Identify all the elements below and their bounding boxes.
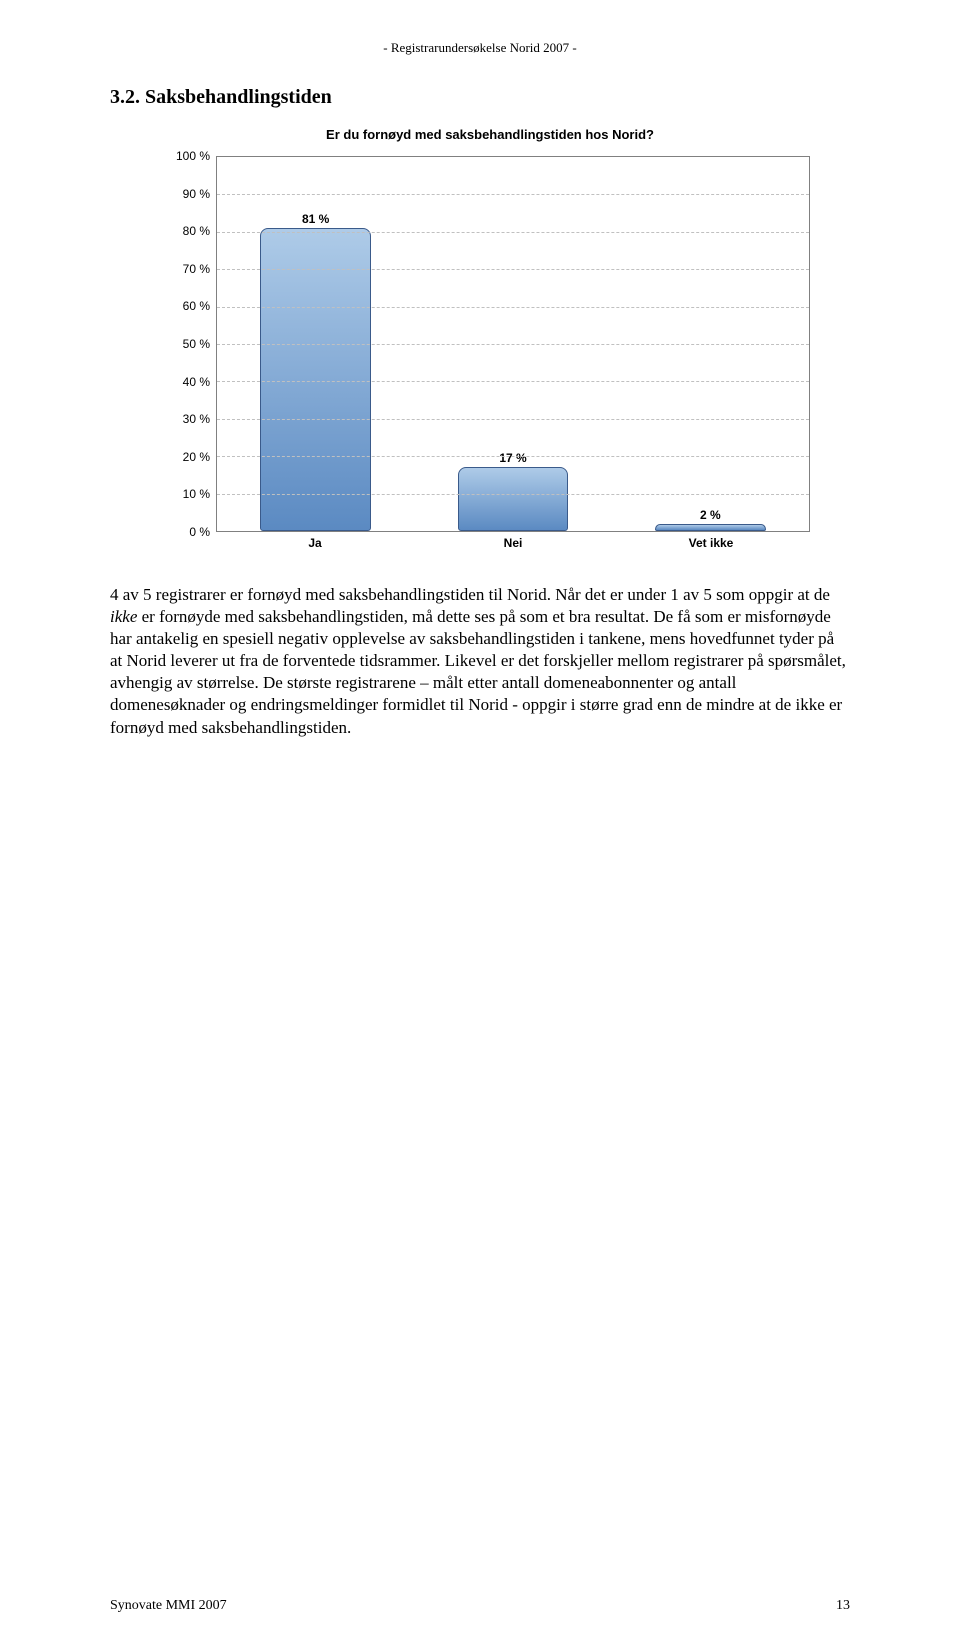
chart-title: Er du fornøyd med saksbehandlingstiden h… — [170, 127, 810, 142]
footer-page-number: 13 — [836, 1598, 850, 1614]
chart: Er du fornøyd med saksbehandlingstiden h… — [170, 127, 810, 556]
x-tick-label: Nei — [414, 532, 612, 556]
bar — [655, 524, 766, 531]
y-tick-label: 0 % — [189, 525, 210, 539]
gridline — [217, 307, 809, 308]
y-tick-label: 20 % — [183, 450, 210, 464]
body-paragraph: 4 av 5 registrarer er fornøyd med saksbe… — [110, 584, 850, 739]
y-tick-label: 70 % — [183, 262, 210, 276]
y-tick-label: 100 % — [176, 149, 210, 163]
gridline — [217, 232, 809, 233]
x-tick-label: Vet ikke — [612, 532, 810, 556]
y-tick-label: 30 % — [183, 412, 210, 426]
gridline — [217, 344, 809, 345]
y-tick-label: 40 % — [183, 375, 210, 389]
x-tick-label: Ja — [216, 532, 414, 556]
y-tick-label: 80 % — [183, 224, 210, 238]
footer-left: Synovate MMI 2007 — [110, 1598, 227, 1614]
y-tick-label: 90 % — [183, 187, 210, 201]
bar — [458, 467, 569, 531]
body-text-italic: ikke — [110, 607, 137, 626]
section-title: 3.2. Saksbehandlingstiden — [110, 86, 850, 109]
gridline — [217, 494, 809, 495]
y-tick-label: 60 % — [183, 299, 210, 313]
gridline — [217, 269, 809, 270]
gridline — [217, 194, 809, 195]
bar-value-label: 17 % — [499, 451, 526, 465]
y-tick-label: 50 % — [183, 337, 210, 351]
gridline — [217, 456, 809, 457]
chart-plot: 0 % 10 % 20 % 30 % 40 % 50 % 60 % 70 % 80 % 90 % 1… — [170, 156, 810, 556]
bar-value-label: 2 % — [700, 508, 721, 522]
y-tick-label: 10 % — [183, 487, 210, 501]
bar — [260, 228, 371, 531]
gridline — [217, 381, 809, 382]
body-text-part: 4 av 5 registrarer er fornøyd med saksbe… — [110, 585, 830, 604]
bar-value-label: 81 % — [302, 212, 329, 226]
gridline — [217, 419, 809, 420]
footer: Synovate MMI 2007 13 — [110, 1598, 850, 1614]
header-note: - Registrarundersøkelse Norid 2007 - — [110, 40, 850, 56]
body-text-part: er fornøyde med saksbehandlingstiden, må… — [110, 607, 846, 736]
